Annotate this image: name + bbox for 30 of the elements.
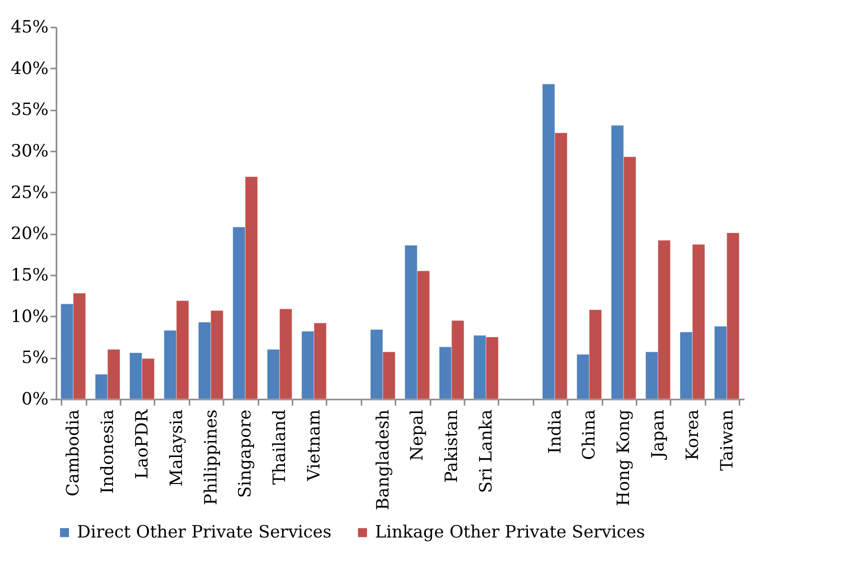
x-tick-label: China — [580, 410, 600, 460]
y-tick-label: 25% — [10, 182, 48, 203]
x-tick-label: Singapore — [236, 410, 256, 498]
x-tick-label: Taiwan — [717, 409, 738, 471]
y-tick-label: 0% — [22, 390, 48, 410]
x-tick-label: Japan — [648, 409, 668, 460]
x-tick-label: India — [545, 410, 566, 454]
y-tick-label: 35% — [10, 100, 48, 120]
x-tick-label: Nepal — [408, 410, 428, 461]
y-tick-label: 15% — [10, 266, 48, 286]
y-tick-label: 30% — [10, 142, 48, 162]
x-tick-label: Thailand — [270, 409, 290, 485]
y-tick-label: 20% — [10, 224, 48, 244]
y-tick-label: 5% — [22, 348, 48, 368]
x-tick-label: Pakistan — [442, 409, 462, 483]
y-tick-label: 10% — [10, 306, 48, 327]
x-tick-label: Bangladesh — [373, 409, 394, 510]
x-tick-label: Sri Lanka — [476, 410, 496, 493]
x-tick-label: Vietnam — [304, 410, 324, 482]
x-tick-label: Malaysia — [166, 410, 187, 487]
x-tick-label: Korea — [682, 410, 703, 460]
x-tick-label: Indonesia — [98, 410, 118, 494]
legend-label: Direct Other Private Services — [77, 522, 332, 543]
x-tick-label: Philippines — [201, 410, 222, 506]
y-tick-label: 40% — [10, 58, 48, 79]
x-tick-label: Cambodia — [64, 410, 84, 496]
x-tick-label: LaoPDR — [132, 408, 152, 480]
y-tick-label: 45% — [10, 18, 48, 38]
x-tick-label: Hong Kong — [614, 409, 634, 506]
legend-label: Linkage Other Private Services — [375, 522, 645, 543]
